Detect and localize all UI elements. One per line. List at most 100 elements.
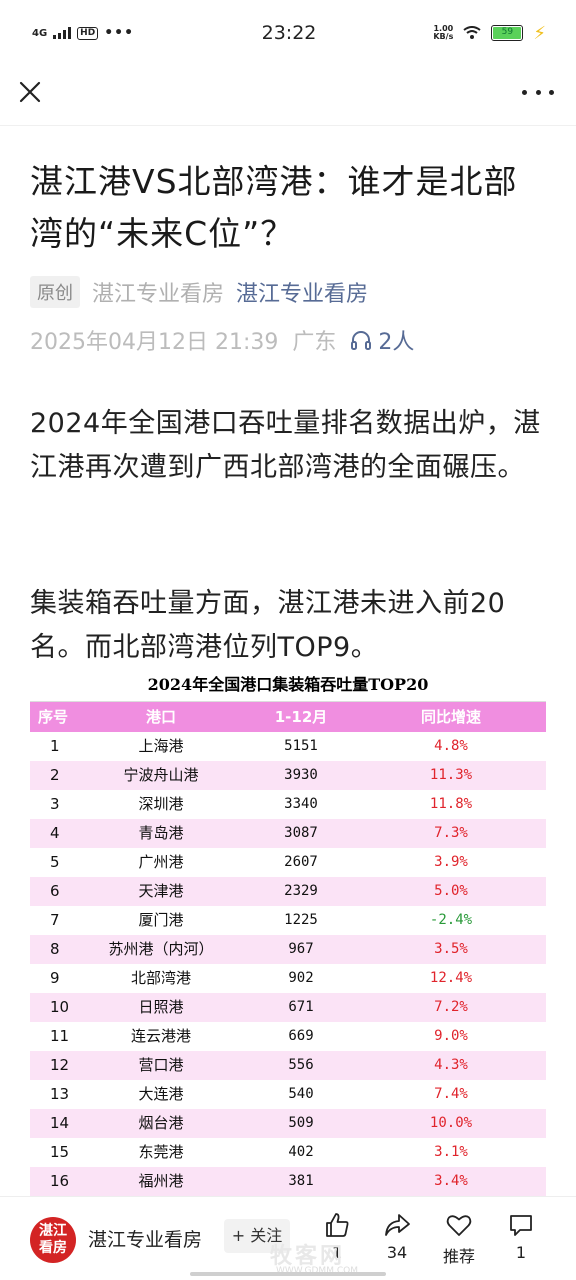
like-count: 1: [331, 1243, 343, 1262]
table-body: 1 上海港 5151 4.8% 2 宁波舟山港 3930 11.3% 3 深圳港 3340 11.8%…: [30, 732, 546, 1196]
table-row: 6 天津港 2329 5.0%: [30, 877, 546, 906]
nav-bar: [0, 66, 576, 126]
network-type: 4G: [32, 27, 48, 39]
port-cell: 日照港: [138, 998, 184, 1016]
recommend-label: 推荐: [442, 1247, 475, 1266]
volume-cell: 669: [288, 1028, 314, 1044]
signal-icon: [53, 27, 72, 39]
growth-cell: 4.3%: [434, 1057, 468, 1073]
rank-cell: 16: [50, 1172, 70, 1190]
close-button[interactable]: [14, 76, 46, 108]
table-row: 7 厦门港 1225 -2.4%: [30, 906, 546, 935]
growth-cell: 7.4%: [434, 1086, 468, 1102]
growth-cell: 9.0%: [434, 1028, 468, 1044]
author-name: 湛江专业看房: [92, 282, 225, 307]
listener-count: 2人: [378, 330, 415, 355]
author-avatar[interactable]: 湛江看房: [30, 1217, 76, 1263]
port-cell: 大连港: [138, 1085, 184, 1103]
follow-button[interactable]: + 关注: [224, 1219, 290, 1253]
account-link[interactable]: 湛江专业看房: [236, 282, 369, 307]
table-row: 9 北部湾港 902 12.4%: [30, 964, 546, 993]
dot-icon: [549, 89, 554, 95]
table-row: 15 东莞港 402 3.1%: [30, 1138, 546, 1167]
rank-cell: 11: [50, 1027, 70, 1045]
watermark-logo: 牧客网: [270, 1244, 346, 1269]
port-cell: 广州港: [138, 853, 184, 871]
table-row: 5 广州港 2607 3.9%: [30, 848, 546, 877]
more-notifications-icon: •••: [104, 25, 135, 41]
status-left: 4G HD •••: [32, 25, 182, 41]
more-options-button[interactable]: [522, 76, 554, 108]
battery-icon: 59: [491, 25, 524, 41]
port-cell: 天津港: [138, 882, 184, 900]
status-right: 1.00 KB/s 59 ⚡: [396, 23, 546, 44]
col-growth-header: 同比增速: [420, 708, 481, 726]
ranking-table-image[interactable]: 2024年全国港口集装箱吞吐量TOP20 序号 港口 1-12月 同比增速 1 上…: [30, 668, 546, 1196]
volume-cell: 3930: [284, 767, 318, 783]
col-port-header: 港口: [145, 708, 176, 726]
publish-location: 广东: [292, 330, 337, 355]
paragraph: 集装箱吞吐量方面，湛江港未进入前20名。而北部湾港位列TOP9。: [30, 588, 506, 663]
paragraph: 2024年全国港口吞吐量排名数据出炉，湛江港再次遭到广西北部湾港的全面碾压。: [30, 408, 541, 483]
thumbs-up-icon: [326, 1213, 349, 1237]
wifi-icon: [463, 26, 481, 39]
share-icon: [385, 1214, 410, 1236]
comment-button[interactable]: 1: [496, 1211, 546, 1262]
headphones-icon: [351, 331, 372, 350]
volume-cell: 902: [288, 970, 314, 986]
table-row: 12 营口港 556 4.3%: [30, 1051, 546, 1080]
port-cell: 青岛港: [138, 824, 184, 842]
comment-icon: [510, 1215, 532, 1236]
growth-cell: 7.2%: [434, 999, 468, 1015]
rank-cell: 5: [50, 853, 60, 871]
volume-cell: 540: [288, 1086, 314, 1102]
table-title: 2024年全国港口集装箱吞吐量TOP20: [30, 668, 546, 702]
comment-count: 1: [515, 1243, 527, 1262]
volume-cell: 509: [288, 1115, 314, 1131]
table-row: 2 宁波舟山港 3930 11.3%: [30, 761, 546, 790]
network-speed: 1.00 KB/s: [433, 24, 454, 41]
bottom-author-name[interactable]: 湛江专业看房: [88, 1229, 203, 1251]
table-row: 14 烟台港 509 10.0%: [30, 1109, 546, 1138]
growth-cell: 11.3%: [429, 767, 473, 783]
table-row: 3 深圳港 3340 11.8%: [30, 790, 546, 819]
rank-cell: 8: [50, 940, 60, 958]
rank-cell: 3: [50, 795, 60, 813]
like-button[interactable]: 1: [312, 1211, 362, 1262]
recommend-button[interactable]: 推荐: [434, 1211, 484, 1267]
rank-cell: 13: [50, 1085, 70, 1103]
volume-cell: 381: [288, 1173, 314, 1189]
clock: 23:22: [261, 22, 317, 44]
growth-cell: 11.8%: [429, 796, 473, 812]
home-indicator[interactable]: [190, 1272, 386, 1276]
port-cell: 上海港: [138, 737, 184, 755]
article-title: 湛江港VS北部湾港：谁才是北部湾的“未来C位”？: [30, 162, 518, 253]
watermark-url: WWW.GDMM.COM: [276, 1266, 358, 1276]
rank-cell: 2: [50, 766, 60, 784]
rank-cell: 14: [50, 1114, 70, 1132]
rank-cell: 1: [50, 737, 60, 755]
listen-button[interactable]: 2人: [350, 324, 414, 356]
share-button[interactable]: 34: [372, 1211, 422, 1262]
publish-date: 2025年04月12日 21:39: [30, 330, 279, 355]
volume-cell: 3087: [284, 825, 318, 841]
heart-icon: [446, 1215, 472, 1236]
growth-cell: -2.4%: [429, 912, 473, 928]
rank-cell: 15: [50, 1143, 70, 1161]
rank-cell: 10: [50, 998, 70, 1016]
growth-cell: 7.3%: [434, 825, 468, 841]
volume-cell: 1225: [284, 912, 318, 928]
rank-cell: 9: [50, 969, 60, 987]
volume-cell: 2607: [284, 854, 318, 870]
share-count: 34: [386, 1243, 408, 1262]
port-cell: 东莞港: [138, 1143, 184, 1161]
growth-cell: 4.8%: [434, 738, 468, 754]
dot-icon: [535, 89, 541, 95]
table-row: 13 大连港 540 7.4%: [30, 1080, 546, 1109]
growth-cell: 3.5%: [434, 941, 468, 957]
port-cell: 北部湾港: [130, 969, 191, 987]
table-row: 10 日照港 671 7.2%: [30, 993, 546, 1022]
article-meta: 2025年04月12日 21:39 广东 2人: [30, 324, 414, 356]
table-row: 16 福州港 381 3.4%: [30, 1167, 546, 1196]
volume-cell: 402: [288, 1144, 314, 1160]
